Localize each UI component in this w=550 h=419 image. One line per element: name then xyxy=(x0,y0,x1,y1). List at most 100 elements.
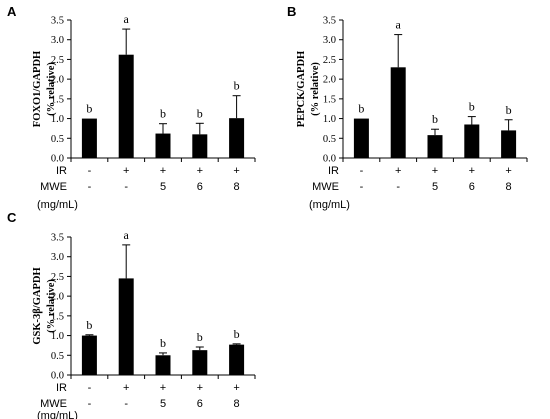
bar xyxy=(81,335,97,375)
y-axis-label: GSK-3β/GAPDH (% relative) xyxy=(32,267,57,344)
y-tick-label: 0.0 xyxy=(51,154,64,165)
significance-label: b xyxy=(160,107,166,121)
y-tick-label: 1.0 xyxy=(51,114,64,125)
bar xyxy=(118,54,134,158)
ir-condition-value: + xyxy=(505,165,511,177)
y-tick-label: 3.0 xyxy=(51,35,64,46)
y-axis-label-line: GSK-3β/GAPDH xyxy=(32,267,43,344)
mwe-condition-value: 5 xyxy=(432,181,438,193)
ir-condition-value: + xyxy=(123,165,129,177)
y-tick-label: 3.5 xyxy=(323,16,336,27)
y-axis-label-line: (% relative) xyxy=(46,62,57,116)
y-tick-label: 1.0 xyxy=(51,331,64,342)
mwe-condition-value: 8 xyxy=(234,398,240,410)
bar xyxy=(501,130,517,158)
bar xyxy=(464,124,480,158)
significance-label: a xyxy=(396,18,402,32)
ir-condition-value: + xyxy=(160,382,166,394)
y-tick-label: 2.5 xyxy=(323,55,336,66)
bar xyxy=(155,133,171,158)
bar xyxy=(81,118,97,158)
y-tick-label: 2.0 xyxy=(51,75,64,86)
y-axis-label-line: FOXO1/GAPDH xyxy=(32,51,43,127)
ir-condition-value: + xyxy=(233,382,239,394)
mwe-condition-value: - xyxy=(88,181,92,193)
bar xyxy=(192,134,208,158)
panel-letter: C xyxy=(7,210,17,225)
y-tick-label: 3.0 xyxy=(51,252,64,263)
condition-label-mwe: MWE xyxy=(40,181,67,193)
ir-condition-value: + xyxy=(432,165,438,177)
panel-c: C GSK-3β/GAPDH (% relative) 0.0 0.5 1.0 1.5 2.0… xyxy=(7,210,256,419)
mwe-condition-value: - xyxy=(88,398,92,410)
panel-a: A FOXO1/GAPDH (% relative) 0.0 0.5 1.0 1.5 2.0 2… xyxy=(7,4,256,211)
ir-condition-value: + xyxy=(197,382,203,394)
y-tick-label: 0.5 xyxy=(323,134,336,145)
significance-label: b xyxy=(358,102,364,116)
y-tick-label: 1.5 xyxy=(51,311,64,322)
panel-b: B PEPCK/GAPDH (% relative) 0.0 0.5 1.0 1.5 2.0 2… xyxy=(287,4,528,211)
y-tick-label: 1.5 xyxy=(323,94,336,105)
mwe-condition-value: 8 xyxy=(506,181,512,193)
y-axis-label: PEPCK/GAPDH (% relative) xyxy=(296,51,321,127)
condition-label-ir: IR xyxy=(56,382,67,394)
ir-condition-value: + xyxy=(160,165,166,177)
y-tick-label: 0.0 xyxy=(323,154,336,165)
ir-condition-value: + xyxy=(233,165,239,177)
mwe-condition-value: 6 xyxy=(197,181,203,193)
y-tick-label: 1.5 xyxy=(51,94,64,105)
bar xyxy=(427,135,443,158)
condition-label-ir: IR xyxy=(56,165,67,177)
condition-label-mwe: MWE xyxy=(40,398,67,410)
y-tick-label: 1.0 xyxy=(323,114,336,125)
y-tick-label: 0.5 xyxy=(51,351,64,362)
ir-condition-value: - xyxy=(360,165,364,177)
condition-label-ir: IR xyxy=(328,165,339,177)
bar xyxy=(118,278,134,375)
y-tick-label: 3.0 xyxy=(323,35,336,46)
significance-label: b xyxy=(506,103,512,117)
mwe-condition-value: 5 xyxy=(160,181,166,193)
mwe-condition-value: - xyxy=(124,181,128,193)
mwe-condition-value: - xyxy=(124,398,128,410)
bar xyxy=(229,118,245,158)
y-axis-label-line: (% relative) xyxy=(310,62,321,116)
ir-condition-value: + xyxy=(395,165,401,177)
significance-label: b xyxy=(234,79,240,93)
mwe-condition-value: - xyxy=(360,181,364,193)
ir-condition-value: + xyxy=(469,165,475,177)
ir-condition-value: - xyxy=(88,382,92,394)
y-tick-label: 2.5 xyxy=(51,55,64,66)
significance-label: b xyxy=(432,112,438,126)
significance-label: b xyxy=(86,318,92,332)
significance-label: b xyxy=(160,336,166,350)
condition-unit: (mg/mL) xyxy=(309,199,350,211)
y-axis-label-line: (% relative) xyxy=(46,279,57,333)
y-tick-label: 2.5 xyxy=(51,272,64,283)
bar xyxy=(353,118,369,158)
y-tick-label: 3.5 xyxy=(51,16,64,27)
y-tick-label: 2.0 xyxy=(51,292,64,303)
significance-label: b xyxy=(234,327,240,341)
panel-letter: A xyxy=(7,4,17,19)
condition-label-mwe: MWE xyxy=(312,181,339,193)
y-tick-label: 0.5 xyxy=(51,134,64,145)
ir-condition-value: + xyxy=(197,165,203,177)
ir-condition-value: + xyxy=(123,382,129,394)
mwe-condition-value: 6 xyxy=(469,181,475,193)
significance-label: b xyxy=(86,102,92,116)
condition-unit: (mg/mL) xyxy=(37,410,78,419)
bar xyxy=(390,67,406,158)
significance-label: b xyxy=(197,106,203,120)
panel-letter: B xyxy=(287,4,296,19)
significance-label: a xyxy=(124,228,130,242)
significance-label: b xyxy=(197,330,203,344)
condition-unit: (mg/mL) xyxy=(37,199,78,211)
significance-label: b xyxy=(469,100,475,114)
ir-condition-value: - xyxy=(88,165,92,177)
bar xyxy=(229,344,245,375)
bar xyxy=(155,355,171,375)
y-tick-label: 2.0 xyxy=(323,75,336,86)
y-tick-label: 0.0 xyxy=(51,371,64,382)
